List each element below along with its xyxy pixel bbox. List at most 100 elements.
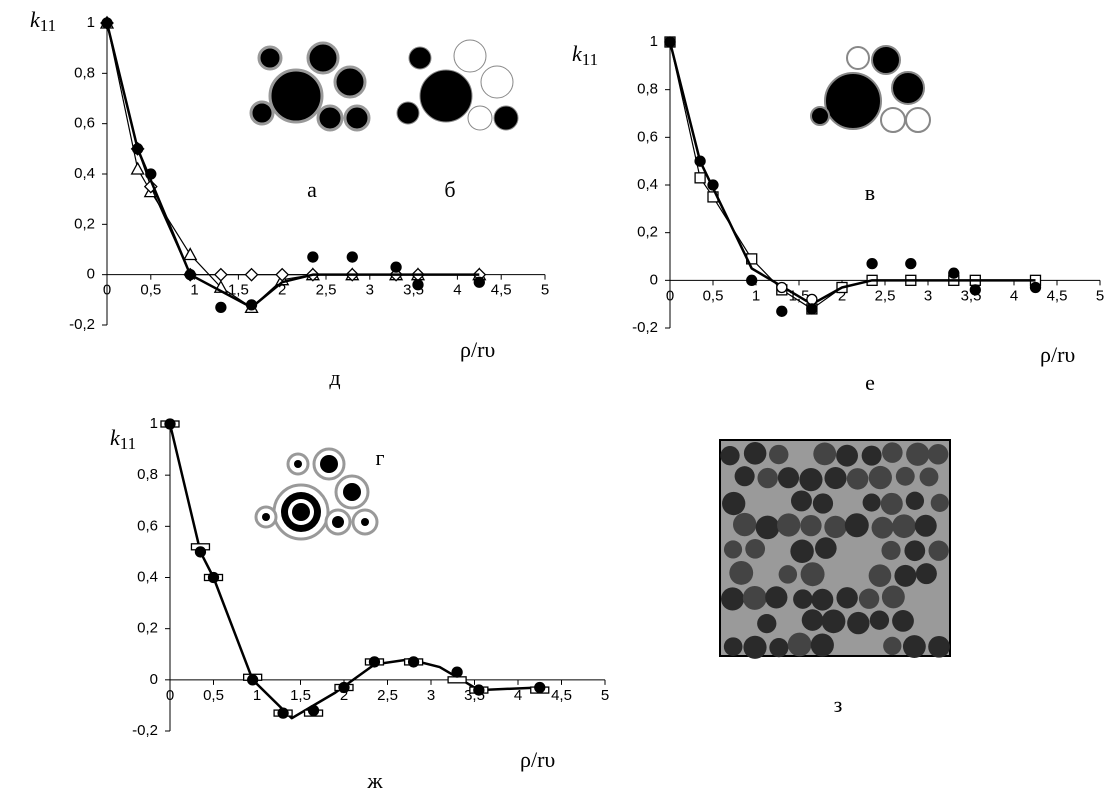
y-axis-label-sub: 11 (582, 50, 598, 69)
point (368, 656, 381, 668)
photo-grain (723, 540, 743, 559)
point (246, 674, 259, 686)
point (694, 172, 706, 184)
y-tick-label: -0,2 (132, 722, 158, 739)
y-tick-label: 0,2 (137, 620, 158, 637)
photo-grain (846, 468, 869, 490)
photo-grain (861, 445, 882, 466)
photo-grain (811, 588, 834, 611)
photo-grain (734, 466, 755, 487)
photo-grain (765, 586, 788, 609)
point (277, 707, 289, 719)
x-tick-label: 1,5 (228, 282, 249, 299)
photo-grain (722, 491, 746, 516)
point (473, 276, 485, 288)
point (145, 168, 157, 180)
photo-grain (777, 513, 801, 537)
photo-grain (892, 610, 914, 632)
point (390, 261, 402, 273)
x-axis-label: ρ/rυ (520, 747, 555, 772)
photo-grain (847, 611, 870, 635)
photo (719, 439, 951, 659)
x-tick-label: 5 (601, 687, 609, 704)
point (473, 684, 485, 696)
point (664, 36, 676, 48)
y-tick-label: 1 (150, 415, 158, 432)
y-tick-label: 0,8 (137, 466, 158, 483)
photo-grain (927, 443, 949, 465)
y-tick-label: 0 (650, 271, 658, 288)
x-tick-label: 1,5 (290, 687, 311, 704)
photo-grain (862, 493, 881, 512)
photo-grain (812, 493, 834, 514)
photo-grain (904, 540, 926, 562)
photo-grain (757, 467, 778, 489)
x-tick-label: 0 (166, 687, 174, 704)
x-tick-label: 4 (453, 282, 461, 299)
photo-grain (743, 635, 767, 659)
point (164, 418, 176, 430)
x-tick-label: 4,5 (1047, 287, 1068, 304)
point (776, 281, 788, 294)
x-tick-label: 1 (190, 282, 198, 299)
photo-grain (790, 490, 812, 512)
series-line (105, 22, 480, 309)
x-tick-label: 0 (103, 282, 111, 299)
x-tick-label: 0,5 (703, 287, 724, 304)
inset-label: а (307, 177, 317, 202)
y-axis-label-main: k (30, 7, 41, 32)
y-tick-label: 0,6 (637, 128, 658, 145)
point (307, 704, 320, 717)
y-tick-label: 0 (150, 671, 158, 688)
point (534, 681, 546, 694)
x-tick-label: 2,5 (377, 687, 398, 704)
photo-grain (813, 442, 837, 466)
point (245, 299, 258, 311)
photo-grain (894, 564, 917, 587)
photo-grain (790, 539, 814, 564)
photo-grain (928, 540, 949, 561)
y-tick-label: 0,4 (137, 568, 158, 585)
point (183, 247, 198, 261)
x-tick-label: 1 (752, 287, 760, 304)
photo-grain (723, 637, 743, 656)
photo-grain (720, 587, 745, 611)
inset-c (810, 45, 931, 133)
x-tick-label: 5 (541, 282, 549, 299)
photo-grain (815, 537, 837, 559)
photo-grain (787, 632, 812, 657)
y-tick-label: -0,2 (632, 319, 658, 336)
photo-grain (801, 609, 824, 631)
photo-grain (892, 514, 916, 539)
point (184, 269, 196, 281)
photo-grain (742, 586, 767, 610)
panel-label: ж (366, 768, 383, 793)
point (776, 305, 788, 317)
photo-grain (720, 446, 740, 466)
point (707, 179, 719, 191)
y-tick-label: 0,6 (74, 115, 95, 132)
y-tick-label: 0 (87, 266, 95, 283)
point (746, 274, 758, 286)
x-tick-label: 2,5 (875, 287, 896, 304)
photo-grain (858, 588, 880, 609)
y-axis-label-main: k (572, 41, 583, 66)
photo-grain (769, 444, 789, 465)
photo-grain (743, 442, 767, 465)
point (866, 257, 878, 270)
photo-grain (824, 515, 847, 539)
x-tick-label: 3 (427, 687, 435, 704)
y-axis-label: k11 (30, 7, 56, 35)
y-axis-label: k11 (572, 41, 598, 69)
point (275, 267, 290, 282)
point (194, 546, 207, 558)
photo-grain (915, 563, 937, 585)
panel-label: е (865, 370, 875, 395)
point (215, 301, 227, 314)
panel-label: з (834, 692, 843, 717)
photo-grain (821, 609, 846, 634)
photo-grain (769, 638, 789, 658)
x-tick-label: 4,5 (551, 687, 572, 704)
photo-grain (732, 512, 757, 537)
